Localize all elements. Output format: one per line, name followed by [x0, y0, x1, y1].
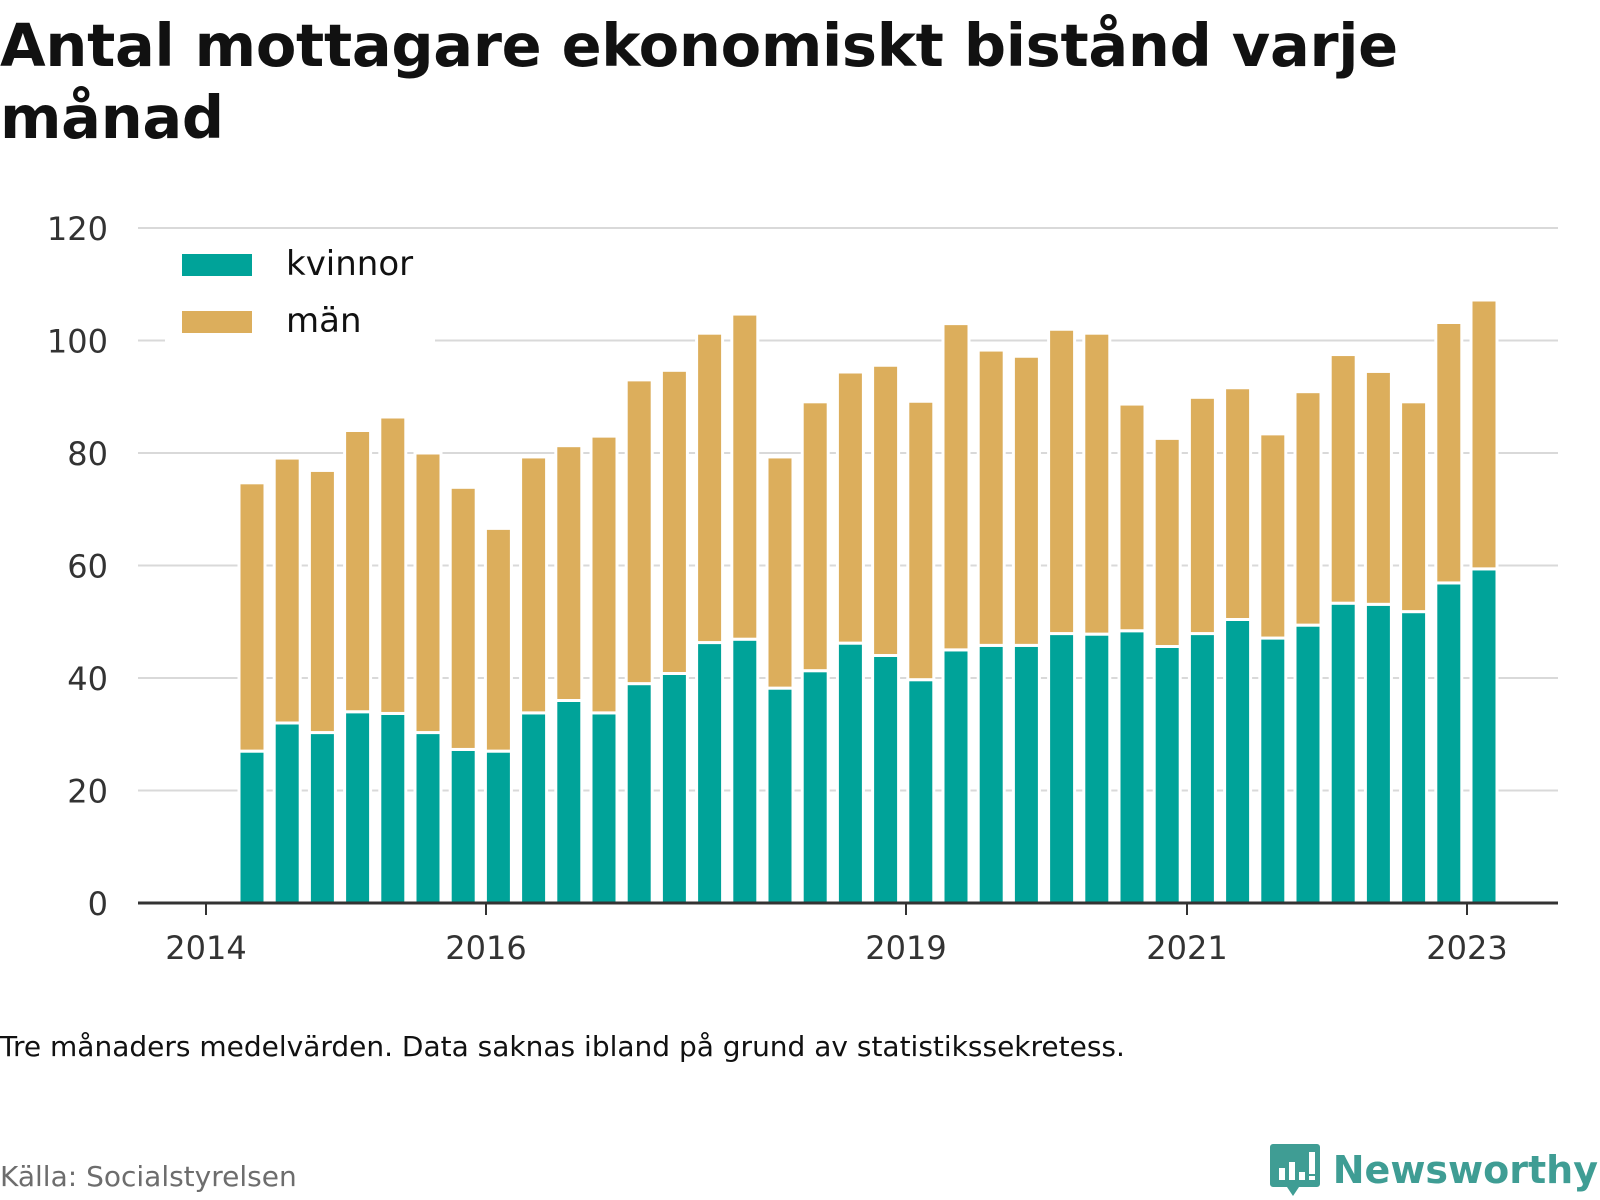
bar-kvinnor	[343, 710, 373, 905]
bar-kvinnor	[237, 749, 267, 905]
bar-kvinnor	[800, 669, 830, 905]
bar-kvinnor	[1258, 636, 1288, 905]
y-tick-label: 60	[67, 548, 108, 586]
x-tick-label: 2023	[1426, 929, 1507, 967]
brand-logo[interactable]: Newsworthy	[1269, 1142, 1598, 1198]
legend: kvinnor män	[165, 240, 435, 358]
bar-man	[765, 455, 795, 690]
y-axis-ticks: 0 20 40 60 80 100 120	[47, 210, 108, 923]
legend-label: män	[286, 301, 362, 341]
brand-name: Newsworthy	[1332, 1148, 1598, 1192]
bar-man	[1047, 327, 1077, 636]
bar-man	[1258, 432, 1288, 640]
bar-kvinnor	[589, 711, 619, 905]
bar-man	[413, 451, 443, 735]
bar-kvinnor	[413, 731, 443, 905]
bar-man	[554, 444, 584, 702]
bar-man	[483, 526, 513, 753]
bar-man	[871, 363, 901, 657]
bar-kvinnor	[835, 641, 865, 905]
bar-kvinnor	[307, 731, 337, 905]
bar-man	[378, 415, 408, 715]
bar-kvinnor	[1399, 610, 1429, 905]
x-tick-label: 2014	[165, 929, 246, 967]
x-tick-label: 2016	[445, 929, 526, 967]
bar-chart-speech-bubble-icon	[1269, 1144, 1320, 1196]
bar-man	[835, 370, 865, 645]
bar-man	[1187, 395, 1217, 636]
bar-man	[1469, 298, 1499, 571]
y-tick-label: 40	[67, 660, 108, 698]
bar-kvinnor	[448, 747, 478, 905]
bar-man	[730, 312, 760, 641]
bar-kvinnor	[941, 648, 971, 905]
bar-kvinnor	[1011, 643, 1041, 905]
bar-man	[448, 485, 478, 751]
bar-man	[1117, 402, 1147, 633]
y-tick-label: 100	[47, 323, 108, 361]
legend-swatch-man	[182, 311, 252, 333]
x-axis-ticks: 2014 2016 2019 2021 2023	[165, 903, 1508, 967]
bar-kvinnor	[554, 699, 584, 905]
bar-kvinnor	[730, 637, 760, 905]
bar-man	[1434, 321, 1464, 585]
bars	[237, 298, 1499, 905]
bar-man	[624, 378, 654, 686]
bar-man	[307, 468, 337, 735]
bar-man	[800, 400, 830, 673]
bar-kvinnor	[624, 682, 654, 905]
bar-man	[237, 481, 267, 753]
bar-man	[519, 455, 549, 715]
bar-man	[272, 456, 302, 725]
bar-man	[659, 368, 689, 675]
bar-man	[695, 331, 725, 645]
x-tick-label: 2021	[1146, 929, 1227, 967]
bar-kvinnor	[483, 749, 513, 905]
bar-kvinnor	[1117, 629, 1147, 905]
bar-kvinnor	[871, 654, 901, 905]
y-tick-label: 120	[47, 210, 108, 248]
bar-man	[1011, 354, 1041, 647]
legend-label: kvinnor	[286, 244, 413, 284]
bar-man	[589, 434, 619, 715]
bar-man	[906, 399, 936, 682]
bar-man	[1328, 353, 1358, 605]
bar-man	[1293, 390, 1323, 627]
chart-title: Antal mottagare ekonomiskt bistånd varje…	[0, 11, 1398, 152]
bar-man	[1082, 331, 1112, 636]
bar-man	[1399, 400, 1429, 614]
bar-kvinnor	[1363, 602, 1393, 905]
bar-man	[1223, 386, 1253, 621]
bar-kvinnor	[1434, 581, 1464, 905]
bar-man	[941, 322, 971, 652]
bar-kvinnor	[519, 711, 549, 905]
chart-note: Tre månaders medelvärden. Data saknas ib…	[0, 1030, 1125, 1063]
bar-kvinnor	[695, 641, 725, 905]
bar-kvinnor	[1082, 632, 1112, 905]
bar-kvinnor	[378, 711, 408, 905]
bar-kvinnor	[976, 643, 1006, 905]
y-tick-label: 80	[67, 435, 108, 473]
y-tick-label: 20	[67, 773, 108, 811]
bar-kvinnor	[272, 721, 302, 905]
bar-kvinnor	[1152, 645, 1182, 905]
bar-kvinnor	[1293, 623, 1323, 905]
bar-kvinnor	[906, 678, 936, 905]
chart-area: 0 20 40 60 80 100 120 2014 2016 2019 2021 2023 kvi…	[47, 210, 1558, 967]
y-tick-label: 0	[88, 885, 108, 923]
x-tick-label: 2019	[865, 929, 946, 967]
bar-kvinnor	[1328, 601, 1358, 905]
bar-kvinnor	[765, 686, 795, 905]
bar-man	[343, 429, 373, 714]
bar-man	[976, 348, 1006, 647]
bar-kvinnor	[1187, 632, 1217, 905]
legend-swatch-kvinnor	[182, 254, 252, 276]
bar-kvinnor	[1047, 632, 1077, 905]
source-credit: Källa: Socialstyrelsen	[0, 1160, 297, 1193]
bar-man	[1152, 436, 1182, 648]
bar-kvinnor	[659, 672, 689, 905]
bar-man	[1363, 369, 1393, 606]
bar-kvinnor	[1223, 618, 1253, 905]
bar-kvinnor	[1469, 567, 1499, 905]
